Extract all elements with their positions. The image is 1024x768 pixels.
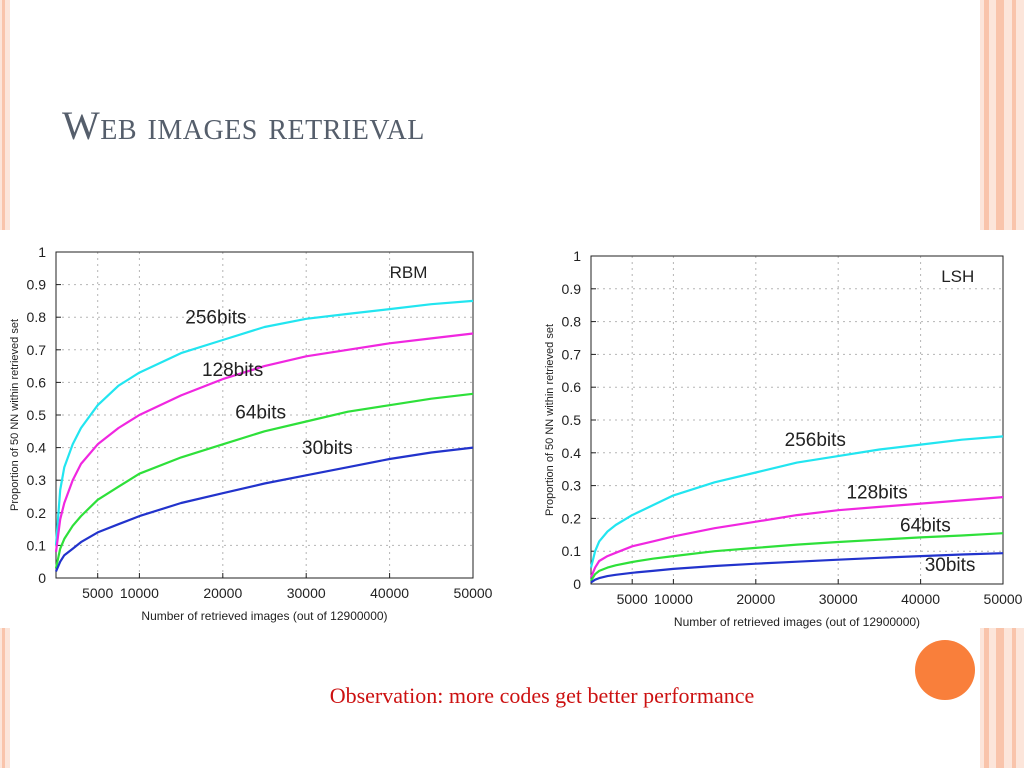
lsh-x-tick-label: 40000 <box>901 591 940 607</box>
rbm-method-annotation: RBM <box>390 263 428 282</box>
rbm-x-tick-label: 40000 <box>370 585 409 601</box>
lsh-y-tick-label: 0.1 <box>562 543 582 559</box>
rbm-y-tick-label: 0.8 <box>27 309 47 325</box>
rbm-plot-area <box>56 252 473 578</box>
rbm-y-tick-label: 0 <box>38 570 46 586</box>
orange-circle-decoration <box>915 640 975 700</box>
rbm-x-tick-label: 10000 <box>120 585 159 601</box>
rbm-y-tick-label: 0.3 <box>27 472 47 488</box>
lsh-y-tick-label: 0.5 <box>562 412 582 428</box>
lsh-y-axis-label: Proportion of 50 NN within retrieved set <box>544 324 556 516</box>
rbm-series-line-30bits <box>54 446 474 572</box>
rbm-series-label-128bits: 128bits <box>202 360 263 381</box>
lsh-series-line-256bits <box>589 435 1004 568</box>
rbm-y-tick-label: 0.2 <box>27 505 47 521</box>
rbm-series-line-64bits <box>54 392 474 569</box>
lsh-y-tick-label: 0 <box>573 576 581 592</box>
lsh-x-tick-label: 10000 <box>654 591 693 607</box>
rbm-series-line-128bits <box>54 332 474 553</box>
rbm-y-tick-label: 1 <box>38 244 46 260</box>
lsh-series-label-128bits: 128bits <box>846 483 907 504</box>
lsh-series-line-30bits <box>590 552 1004 584</box>
rbm-y-axis-label: Proportion of 50 NN within retrieved set <box>9 319 21 511</box>
rbm-series-line-256bits <box>54 299 474 546</box>
rbm-series-label-30bits: 30bits <box>302 438 353 459</box>
lsh-x-tick-label: 20000 <box>736 591 775 607</box>
lsh-series-line-64bits <box>590 532 1004 582</box>
observation-text: Observation: more codes get better perfo… <box>329 683 755 708</box>
rbm-y-tick-label: 0.6 <box>27 374 47 390</box>
rbm-y-tick-label: 0.9 <box>27 277 47 293</box>
lsh-y-tick-label: 0.3 <box>562 478 582 494</box>
lsh-y-tick-label: 0.8 <box>562 314 582 330</box>
rbm-y-tick-label: 0.5 <box>27 407 47 423</box>
rbm-series-label-64bits: 64bits <box>235 402 286 423</box>
lsh-x-axis-label: Number of retrieved images (out of 12900… <box>674 615 920 629</box>
rbm-y-tick-label: 0.7 <box>27 342 47 358</box>
lsh-series-label-30bits: 30bits <box>925 555 976 576</box>
rbm-x-tick-label: 50000 <box>454 585 493 601</box>
lsh-y-tick-label: 0.2 <box>562 510 582 526</box>
lsh-y-tick-label: 1 <box>573 248 581 264</box>
lsh-x-tick-label: 30000 <box>819 591 858 607</box>
rbm-series-label-256bits: 256bits <box>185 308 246 329</box>
rbm-x-tick-label: 20000 <box>203 585 242 601</box>
lsh-series-line-128bits <box>589 496 1004 578</box>
lsh-x-tick-label: 5000 <box>617 591 648 607</box>
rbm-y-tick-label: 0.4 <box>27 440 47 456</box>
lsh-chart: 0 0.1 0.2 0.3 0.4 0.5 0.6 0.7 0.8 0.9 1 5000 10000 20… <box>544 248 1023 629</box>
lsh-method-annotation: LSH <box>941 267 974 286</box>
lsh-y-tick-label: 0.9 <box>562 281 582 297</box>
lsh-series-label-256bits: 256bits <box>785 430 846 451</box>
rbm-x-tick-label: 5000 <box>82 585 113 601</box>
lsh-x-tick-label: 50000 <box>984 591 1023 607</box>
rbm-chart: 0 0.1 0.2 0.3 0.4 0.5 0.6 0.7 0.8 0.9 1 5000 10000 20… <box>9 244 493 623</box>
lsh-y-tick-label: 0.7 <box>562 346 582 362</box>
rbm-x-tick-label: 30000 <box>287 585 326 601</box>
lsh-y-tick-label: 0.6 <box>562 379 582 395</box>
slide-title: Web images retrieval <box>62 103 425 148</box>
rbm-y-tick-label: 0.1 <box>27 537 47 553</box>
lsh-series-label-64bits: 64bits <box>900 516 951 537</box>
lsh-y-tick-label: 0.4 <box>562 445 582 461</box>
rbm-x-axis-label: Number of retrieved images (out of 12900… <box>141 609 387 623</box>
